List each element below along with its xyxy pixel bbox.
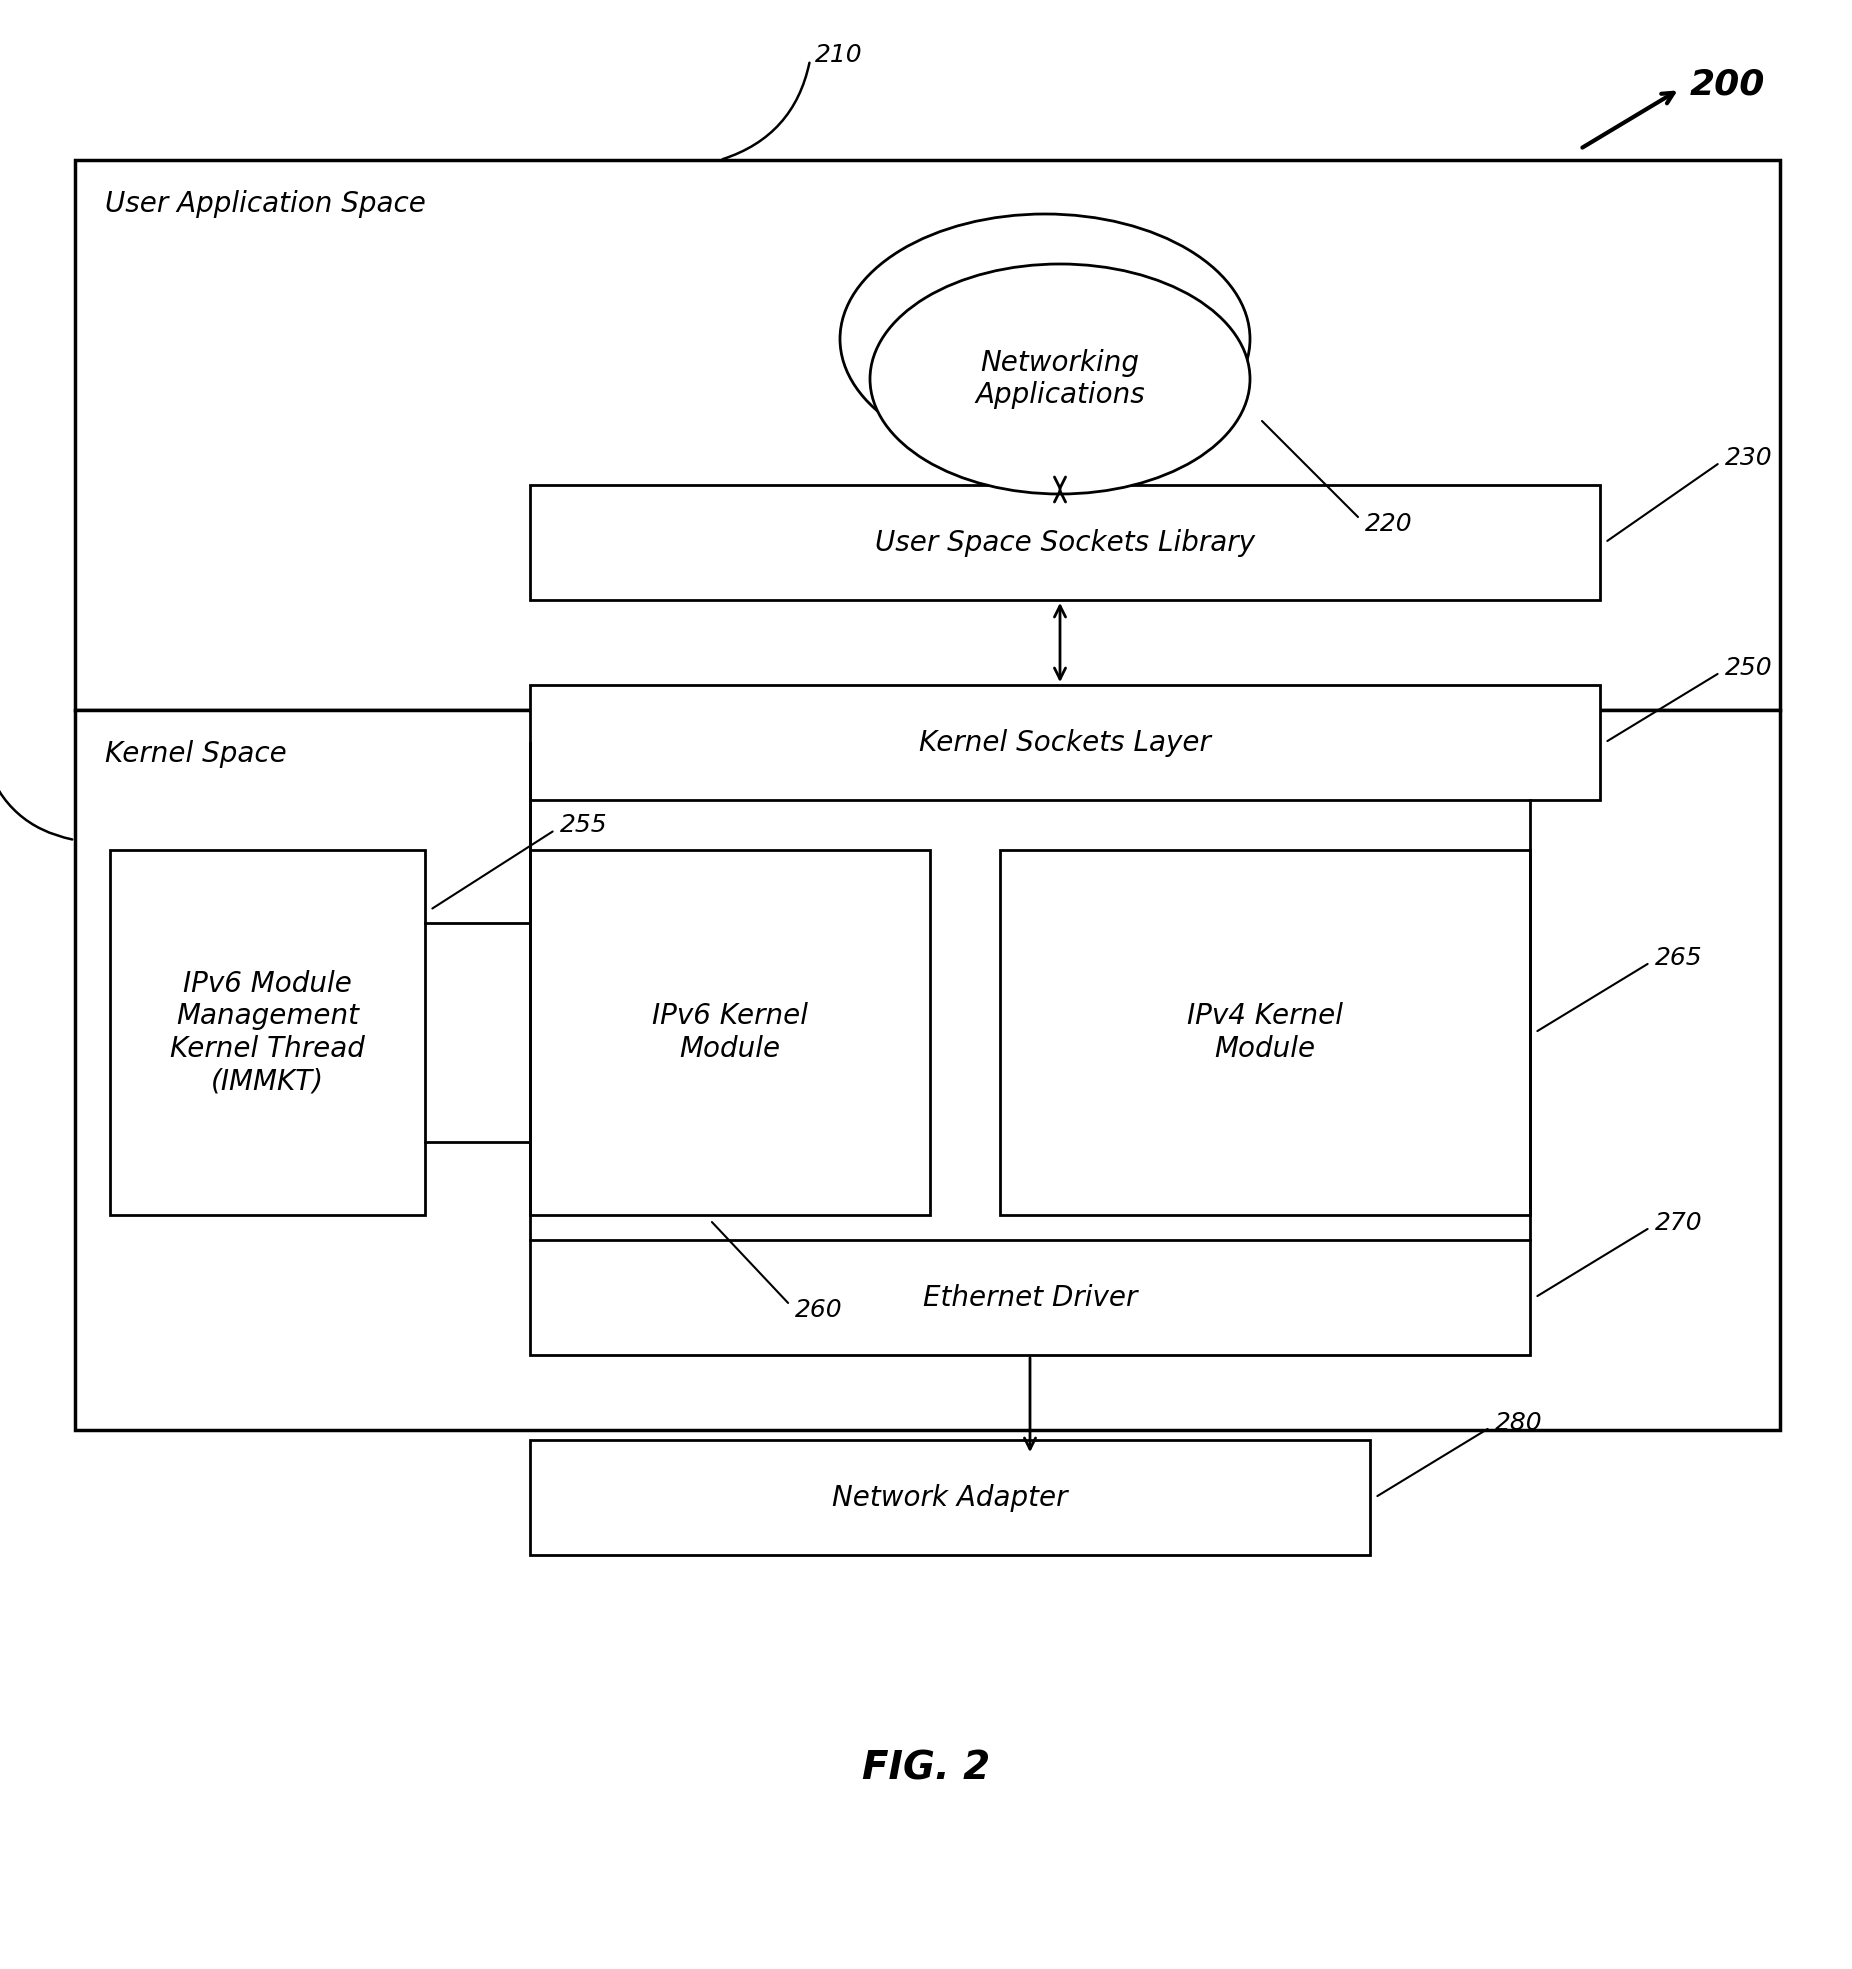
Bar	[530, 1439, 1370, 1556]
Text: 200: 200	[1691, 67, 1765, 100]
Text: User Application Space: User Application Space	[106, 189, 426, 219]
Text: Network Adapter: Network Adapter	[832, 1483, 1069, 1512]
Bar	[530, 685, 1600, 799]
Text: IPv6 Module
Management
Kernel Thread
(IMMKT): IPv6 Module Management Kernel Thread (IM…	[170, 971, 365, 1095]
Bar	[530, 851, 930, 1215]
Bar	[74, 711, 1780, 1429]
Text: 280: 280	[1495, 1410, 1543, 1435]
Ellipse shape	[870, 264, 1250, 494]
Text: 260: 260	[795, 1298, 843, 1321]
Text: FIG. 2: FIG. 2	[861, 1750, 991, 1788]
Bar	[74, 159, 1780, 711]
Bar	[1000, 851, 1530, 1215]
Text: 255: 255	[559, 813, 607, 837]
Text: IPv6 Kernel
Module: IPv6 Kernel Module	[652, 1002, 807, 1063]
Text: 210: 210	[815, 43, 863, 67]
Text: Kernel Sockets Layer: Kernel Sockets Layer	[919, 729, 1211, 756]
Text: Ethernet Driver: Ethernet Driver	[922, 1284, 1137, 1311]
Bar	[530, 484, 1600, 601]
Text: User Space Sockets Library: User Space Sockets Library	[874, 528, 1256, 557]
Text: 270: 270	[1656, 1211, 1702, 1235]
Bar	[530, 1240, 1530, 1355]
Text: 220: 220	[1365, 512, 1413, 536]
Ellipse shape	[841, 215, 1250, 465]
Text: Kernel Space: Kernel Space	[106, 740, 287, 768]
Text: 265: 265	[1656, 945, 1702, 969]
Text: 250: 250	[1724, 656, 1772, 679]
Text: IPv4 Kernel
Module: IPv4 Kernel Module	[1187, 1002, 1343, 1063]
Text: 230: 230	[1724, 445, 1772, 469]
Bar	[109, 851, 424, 1215]
Text: Networking
Applications: Networking Applications	[976, 349, 1145, 410]
